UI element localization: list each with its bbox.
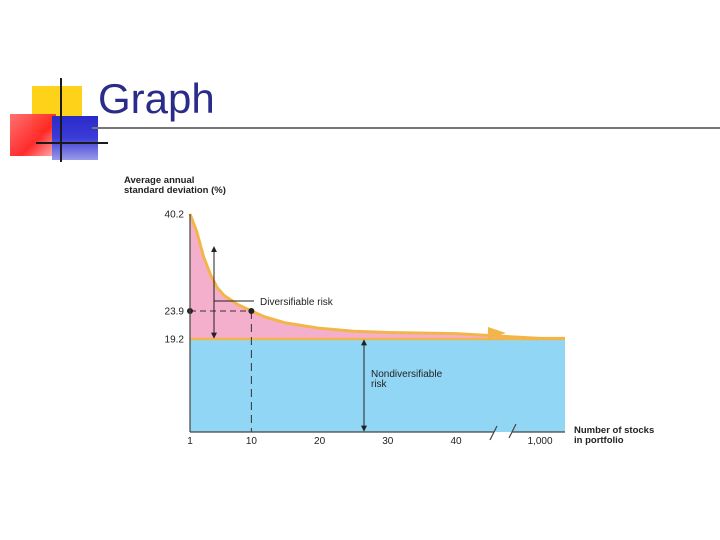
x-tick-label: 20 bbox=[314, 436, 326, 447]
x-axis-label-line-1: Number of stocks bbox=[574, 425, 654, 436]
title-underline bbox=[92, 127, 720, 129]
x-tick-label: 10 bbox=[246, 436, 258, 447]
plot-area bbox=[187, 213, 565, 432]
blue-square-decoration bbox=[52, 116, 98, 160]
horizontal-line-decoration bbox=[36, 142, 108, 144]
nondiversifiable-risk-label-line-1: Nondiversifiable bbox=[371, 369, 443, 380]
y-axis-label-line-2: standard deviation (%) bbox=[124, 185, 226, 196]
axis-labels: Average annual standard deviation (%) Nu… bbox=[124, 175, 654, 446]
tick-labels: 40.2 23.9 19.2 1 10 20 30 40 1,000 bbox=[165, 210, 553, 448]
red-square-decoration bbox=[10, 114, 56, 156]
highlighted-point bbox=[248, 308, 255, 315]
x-tick-label: 1 bbox=[187, 436, 193, 447]
axes bbox=[189, 214, 565, 441]
vertical-line-decoration bbox=[60, 78, 62, 162]
x-tick-label: 1,000 bbox=[527, 436, 552, 447]
x-axis-break-mark bbox=[489, 423, 517, 441]
y-tick-label: 40.2 bbox=[165, 210, 185, 221]
x-tick-label: 40 bbox=[450, 436, 462, 447]
x-tick-label: 30 bbox=[382, 436, 394, 447]
diversifiable-risk-label: Diversifiable risk bbox=[260, 297, 334, 308]
diversifiable-risk-area bbox=[190, 214, 565, 339]
y-axis-label-line-1: Average annual bbox=[124, 175, 194, 186]
y-tick-label: 19.2 bbox=[165, 335, 185, 346]
x-axis-label-line-2: in portfolio bbox=[574, 435, 624, 446]
curve-arrowhead bbox=[488, 327, 506, 339]
nondiversifiable-risk-label-line-2: risk bbox=[371, 379, 388, 390]
total-risk-curve bbox=[188, 213, 565, 340]
slide-title: Graph bbox=[98, 75, 215, 122]
nondiversifiable-risk-area bbox=[190, 339, 565, 432]
y-tick-label: 23.9 bbox=[165, 307, 185, 318]
